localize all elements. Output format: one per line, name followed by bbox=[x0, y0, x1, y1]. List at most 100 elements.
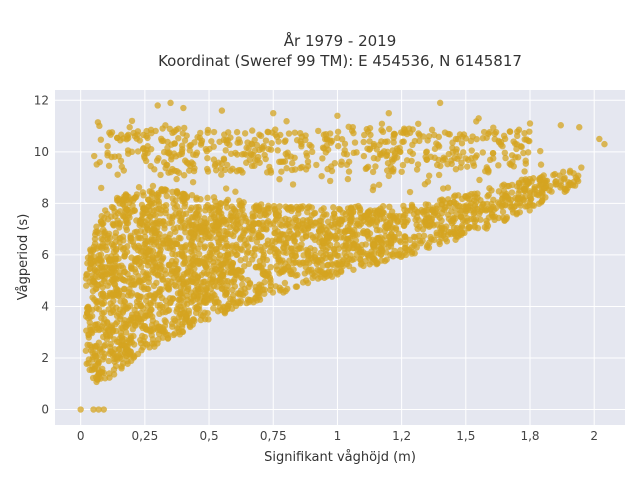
data-point bbox=[180, 172, 188, 179]
data-point bbox=[185, 167, 193, 174]
data-point bbox=[345, 123, 352, 130]
data-point bbox=[103, 336, 111, 343]
data-point bbox=[172, 283, 180, 290]
data-point bbox=[192, 151, 200, 159]
data-point bbox=[210, 305, 217, 312]
data-point bbox=[95, 326, 103, 334]
data-point bbox=[335, 259, 343, 266]
data-points bbox=[77, 99, 608, 413]
data-point bbox=[320, 205, 327, 212]
data-point bbox=[428, 126, 436, 134]
data-point bbox=[128, 117, 136, 125]
data-point bbox=[118, 341, 126, 349]
data-point bbox=[130, 129, 137, 137]
data-point bbox=[509, 158, 516, 166]
data-point bbox=[210, 128, 218, 136]
data-point bbox=[107, 348, 114, 355]
data-point bbox=[526, 128, 533, 135]
data-point bbox=[101, 267, 108, 275]
data-point bbox=[506, 128, 514, 135]
data-point bbox=[360, 138, 367, 146]
data-point bbox=[208, 210, 215, 218]
data-point bbox=[147, 301, 154, 308]
data-point bbox=[133, 135, 140, 142]
data-point bbox=[474, 224, 482, 232]
data-point bbox=[118, 355, 125, 363]
data-point bbox=[149, 227, 156, 234]
data-point bbox=[315, 258, 322, 266]
data-point bbox=[413, 208, 421, 215]
data-point bbox=[341, 228, 348, 235]
data-point bbox=[187, 141, 195, 149]
data-point bbox=[319, 213, 326, 220]
data-point bbox=[373, 226, 381, 234]
data-point bbox=[295, 221, 302, 228]
data-point bbox=[470, 162, 478, 169]
data-point bbox=[364, 231, 371, 238]
data-point bbox=[140, 244, 148, 251]
data-point bbox=[119, 201, 127, 208]
data-point bbox=[252, 204, 260, 212]
data-point bbox=[319, 262, 327, 269]
data-point bbox=[223, 198, 230, 206]
data-point bbox=[373, 218, 381, 226]
data-point bbox=[370, 154, 378, 162]
data-point bbox=[256, 159, 263, 166]
data-point bbox=[420, 232, 428, 239]
data-point bbox=[98, 184, 105, 192]
data-point bbox=[263, 211, 270, 219]
x-tick-label: 0 bbox=[77, 429, 85, 443]
data-point bbox=[169, 323, 176, 330]
data-point bbox=[114, 171, 121, 178]
data-point bbox=[155, 205, 162, 212]
data-point bbox=[173, 202, 181, 210]
data-point bbox=[416, 131, 423, 139]
data-point bbox=[159, 309, 166, 316]
data-point bbox=[175, 125, 182, 132]
data-point bbox=[260, 248, 267, 255]
data-point bbox=[261, 151, 268, 159]
data-point bbox=[457, 213, 465, 220]
data-point bbox=[345, 208, 352, 216]
data-point bbox=[153, 279, 160, 287]
data-point bbox=[391, 131, 399, 138]
data-point bbox=[256, 146, 263, 154]
data-point bbox=[125, 212, 132, 219]
data-point bbox=[303, 150, 310, 157]
data-point bbox=[172, 251, 179, 258]
data-point bbox=[514, 128, 521, 135]
data-point bbox=[152, 212, 159, 219]
data-point bbox=[311, 236, 319, 244]
data-point bbox=[86, 341, 93, 349]
data-point bbox=[274, 147, 281, 154]
data-point bbox=[195, 260, 203, 268]
data-point bbox=[450, 224, 458, 231]
data-point bbox=[147, 306, 155, 313]
data-point bbox=[189, 160, 197, 168]
x-tick-label: 0,5 bbox=[200, 429, 219, 443]
data-point bbox=[163, 192, 170, 200]
data-point bbox=[526, 120, 534, 127]
data-point bbox=[128, 254, 135, 261]
data-point bbox=[91, 296, 98, 303]
data-point bbox=[283, 165, 290, 172]
data-point bbox=[468, 147, 475, 154]
data-point bbox=[116, 219, 123, 227]
data-point bbox=[180, 260, 187, 268]
data-point bbox=[148, 129, 155, 137]
data-point bbox=[414, 161, 422, 168]
data-point bbox=[149, 247, 157, 255]
data-point bbox=[94, 376, 101, 383]
data-point bbox=[375, 181, 383, 188]
data-point bbox=[278, 286, 285, 293]
data-point bbox=[393, 154, 401, 161]
data-point bbox=[125, 199, 133, 207]
data-point bbox=[98, 218, 105, 225]
y-tick-label: 10 bbox=[34, 145, 49, 159]
data-point bbox=[428, 217, 435, 224]
data-point bbox=[408, 157, 415, 165]
data-point bbox=[95, 369, 103, 376]
data-point bbox=[506, 199, 514, 207]
data-point bbox=[104, 142, 111, 150]
data-point bbox=[369, 168, 377, 176]
